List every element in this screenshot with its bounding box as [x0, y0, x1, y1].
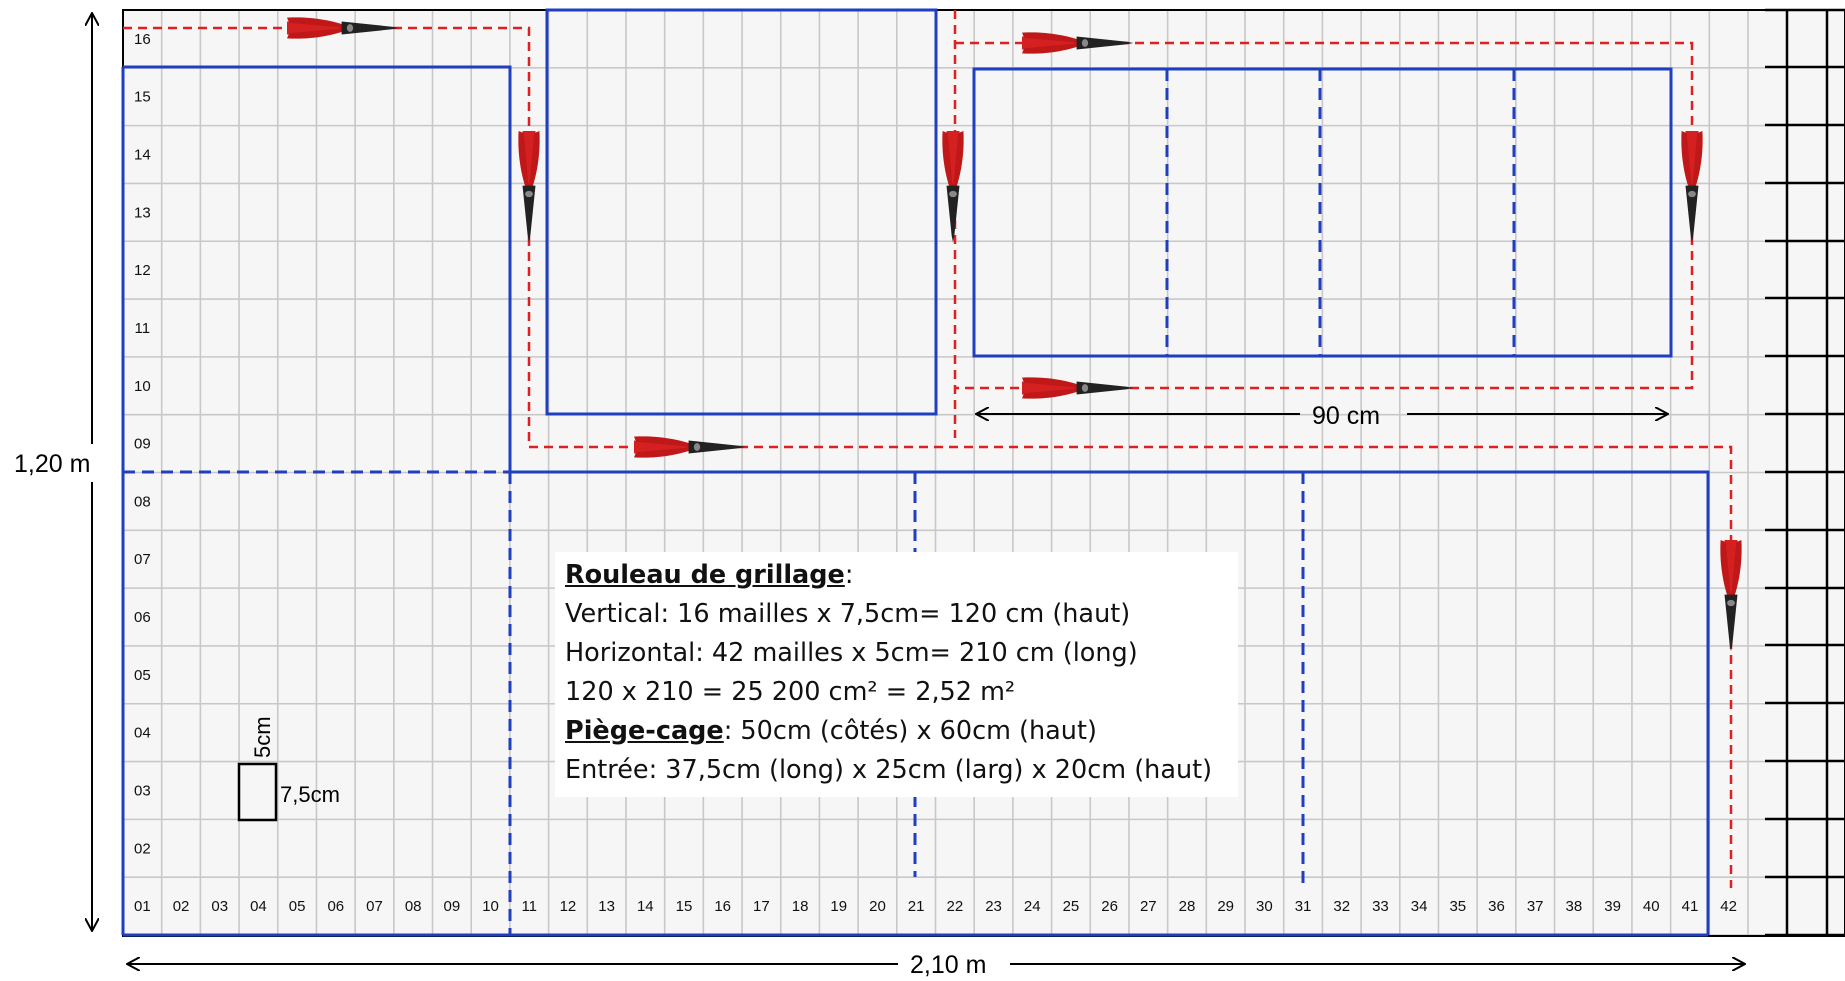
column-number: 32: [1333, 898, 1350, 915]
row-number: 02: [134, 840, 151, 857]
roll-heading: Rouleau de grillage: [565, 560, 845, 590]
fold-lines: [123, 69, 1516, 935]
mesh-cell-legend: [237, 762, 278, 822]
column-number: 23: [985, 898, 1002, 915]
horizontal-line: Horizontal: 42 mailles x 5cm= 210 cm (lo…: [565, 638, 1138, 668]
mesh-width-label: 7,5cm: [280, 782, 340, 807]
column-number: 14: [637, 898, 654, 915]
row-numbers: 16 15 14 13 12 11 10 09 08 07 06 05 04 03 02: [134, 31, 151, 857]
column-number: 10: [482, 898, 499, 915]
column-number: 09: [444, 898, 461, 915]
trap-heading: Piège-cage: [565, 716, 724, 746]
column-number: 04: [250, 898, 267, 915]
column-number: 08: [405, 898, 422, 915]
column-number: 38: [1566, 898, 1583, 915]
column-number: 30: [1256, 898, 1273, 915]
column-number: 42: [1720, 898, 1737, 915]
column-number: 18: [792, 898, 809, 915]
column-number: 29: [1217, 898, 1234, 915]
width-label: 2,10 m: [910, 951, 986, 979]
column-number: 39: [1604, 898, 1621, 915]
row-number: 13: [134, 204, 151, 221]
section-width-label: 90 cm: [1312, 402, 1380, 430]
column-number: 15: [676, 898, 693, 915]
column-number: 11: [521, 898, 537, 915]
cut-pieces-outline: [121, 8, 1710, 937]
column-number: 40: [1643, 898, 1660, 915]
info-box: Rouleau de grillage: Vertical: 16 maille…: [555, 552, 1238, 797]
column-number: 05: [289, 898, 306, 915]
column-number: 22: [947, 898, 964, 915]
row-number: 09: [134, 436, 151, 453]
column-number: 33: [1372, 898, 1389, 915]
column-number: 24: [1024, 898, 1041, 915]
row-number: 04: [134, 725, 151, 742]
height-label-bg: [10, 444, 110, 482]
row-number: 07: [134, 551, 151, 568]
column-number: 41: [1682, 898, 1699, 915]
top-right-piece-outline: [972, 67, 1673, 358]
entrance-line: Entrée: 37,5cm (long) x 25cm (larg) x 20…: [565, 755, 1213, 785]
column-number: 28: [1179, 898, 1196, 915]
row-number: 10: [134, 378, 151, 395]
column-number: 01: [134, 898, 151, 915]
row-number: 12: [134, 262, 151, 279]
column-number: 34: [1411, 898, 1428, 915]
column-number: 35: [1449, 898, 1466, 915]
row-number: 11: [135, 320, 151, 337]
column-number: 02: [173, 898, 190, 915]
row-number: 05: [134, 667, 151, 684]
column-number: 37: [1527, 898, 1544, 915]
bottom-piece-outline: [510, 470, 1710, 935]
column-number: 17: [753, 898, 770, 915]
column-number: 12: [560, 898, 577, 915]
roll-colon: :: [844, 560, 854, 590]
column-number: 21: [908, 898, 925, 915]
column-number: 36: [1488, 898, 1505, 915]
row-number: 03: [134, 782, 151, 799]
row-number: 06: [134, 609, 151, 626]
trap-line: Piège-cage: 50cm (côtés) x 60cm (haut): [565, 712, 1228, 751]
column-number: 13: [598, 898, 615, 915]
column-number: 07: [366, 898, 383, 915]
column-numbers: 01 02 03 04 05 06 07 08 09 10 11 12 13 14 15 16 17 18 19 20…: [134, 898, 1737, 915]
column-number: 26: [1101, 898, 1118, 915]
row-number: 16: [134, 31, 151, 48]
row-number: 15: [134, 89, 151, 106]
column-number: 20: [869, 898, 886, 915]
column-number: 27: [1140, 898, 1157, 915]
roll-edge-coarse-grid: [1765, 8, 1845, 937]
column-number: 31: [1295, 898, 1312, 915]
roll-title-line: Rouleau de grillage:: [565, 556, 1228, 595]
mesh-height-label: 5cm: [250, 716, 275, 758]
column-number: 25: [1063, 898, 1080, 915]
column-number: 03: [211, 898, 228, 915]
trap-dimensions: : 50cm (côtés) x 60cm (haut): [723, 716, 1097, 746]
column-number: 19: [830, 898, 847, 915]
left-top-piece-outline: [123, 65, 512, 472]
column-number: 16: [714, 898, 731, 915]
row-number: 14: [134, 147, 151, 164]
column-number: 06: [327, 898, 344, 915]
height-label: 1,20 m: [14, 450, 90, 478]
vertical-line: Vertical: 16 mailles x 7,5cm= 120 cm (ha…: [565, 599, 1131, 629]
area-line: 120 x 210 = 25 200 cm² = 2,52 m²: [565, 677, 1016, 707]
row-number: 08: [134, 493, 151, 510]
top-middle-piece-outline: [545, 8, 938, 416]
